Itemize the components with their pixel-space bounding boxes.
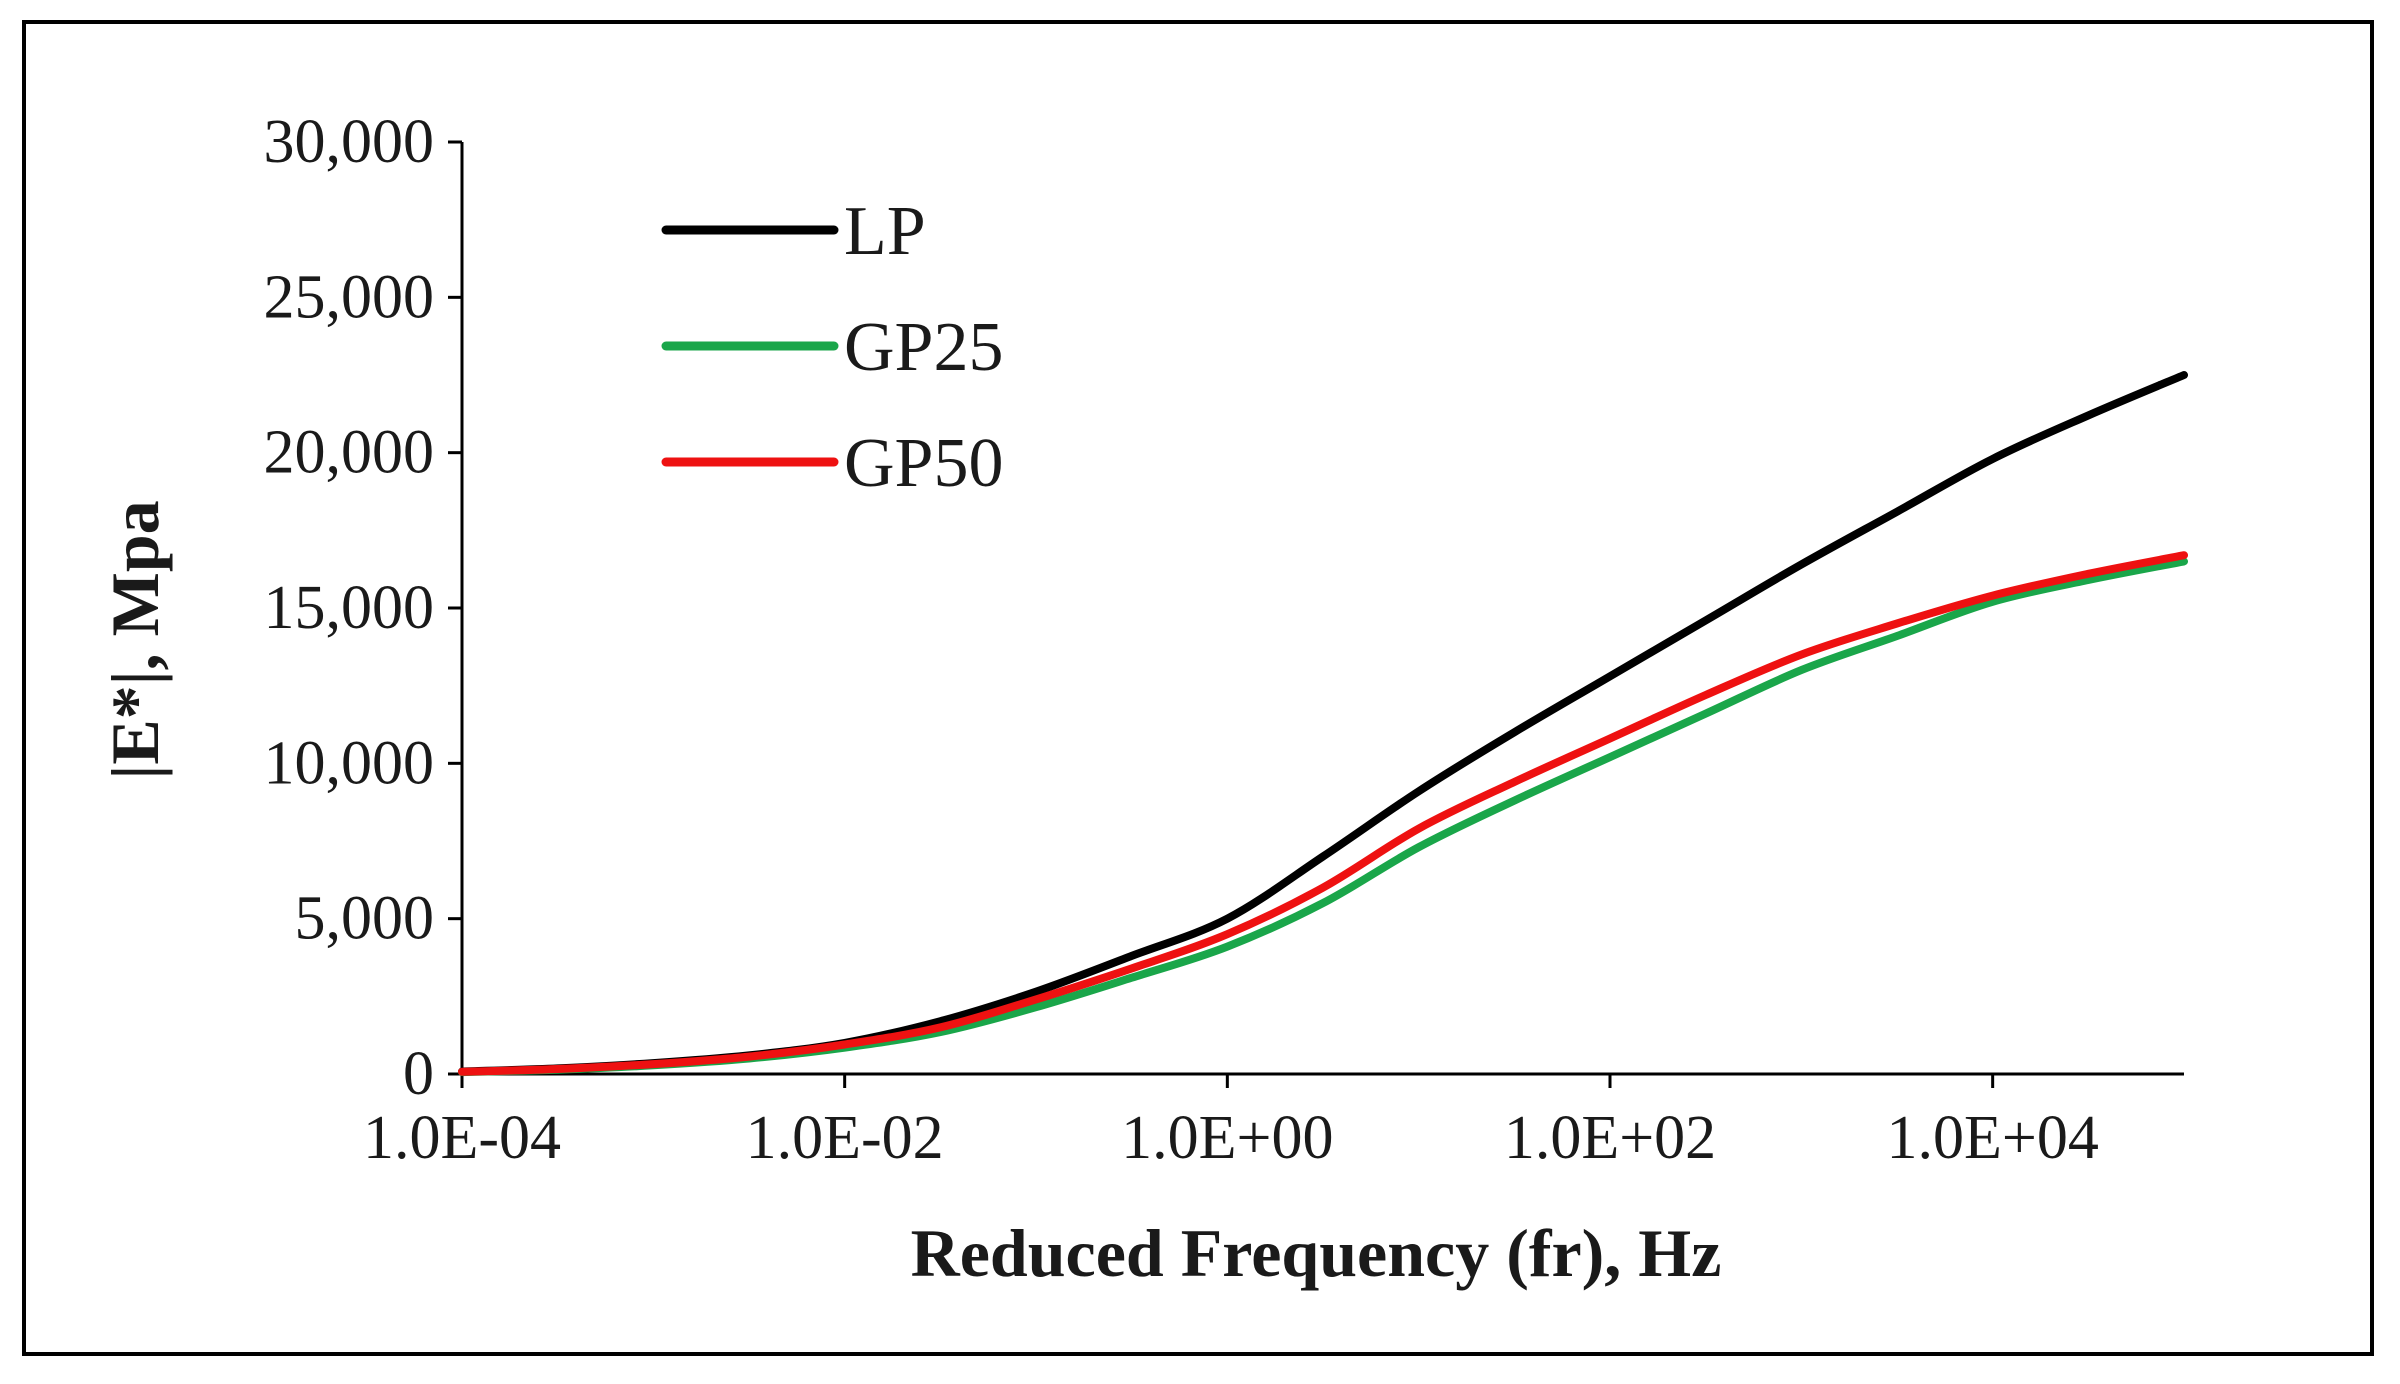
- legend-label-lp: LP: [844, 193, 926, 270]
- y-tick-label: 0: [403, 1040, 434, 1108]
- y-axis-ticks: 0 5,000 10,000 15,000 20,000 25,000 30,000: [264, 108, 462, 1108]
- line-chart: 0 5,000 10,000 15,000 20,000 25,000 30,000 1.0…: [97, 108, 2188, 1291]
- x-axis-ticks: 1.0E-04 1.0E-02 1.0E+00 1.0E+02 1.0E+04: [363, 1074, 2099, 1172]
- plot-axes: [460, 142, 2184, 1076]
- legend-label-gp50: GP50: [844, 425, 1003, 502]
- y-tick-label: 10,000: [264, 729, 435, 797]
- legend-label-gp25: GP25: [844, 309, 1003, 386]
- series-line-gp25: [458, 557, 2188, 1077]
- legend: LP GP25 GP50: [661, 193, 1003, 502]
- x-tick-label: 1.0E+00: [1121, 1104, 1333, 1172]
- x-tick-label: 1.0E-02: [746, 1104, 944, 1172]
- x-tick-label: 1.0E+04: [1886, 1104, 2098, 1172]
- series-line-lp: [458, 371, 2188, 1076]
- series-line-gp50: [458, 551, 2188, 1076]
- y-tick-label: 30,000: [264, 108, 435, 176]
- y-tick-label: 15,000: [264, 574, 435, 642]
- y-tick-label: 20,000: [264, 419, 435, 487]
- figure-frame: 0 5,000 10,000 15,000 20,000 25,000 30,000 1.0…: [22, 20, 2374, 1356]
- x-tick-label: 1.0E+02: [1504, 1104, 1716, 1172]
- y-axis-title: |E*|, Mpa: [97, 500, 173, 779]
- series-lines: [458, 371, 2188, 1077]
- x-tick-label: 1.0E-04: [363, 1104, 561, 1172]
- y-tick-label: 25,000: [264, 263, 435, 331]
- x-axis-title: Reduced Frequency (fr), Hz: [911, 1215, 1722, 1291]
- y-tick-label: 5,000: [295, 885, 435, 953]
